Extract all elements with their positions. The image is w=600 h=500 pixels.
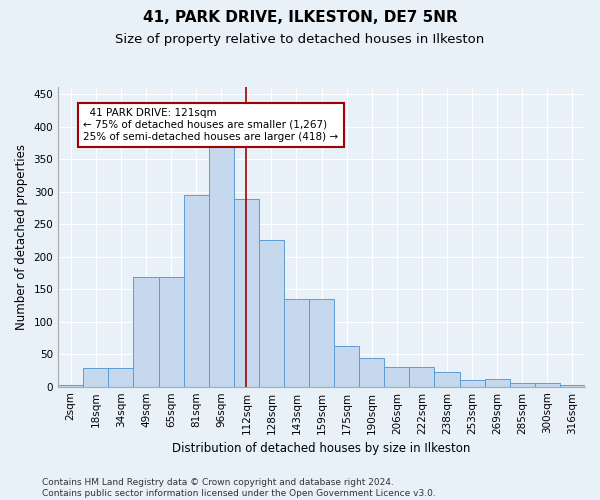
Y-axis label: Number of detached properties: Number of detached properties — [15, 144, 28, 330]
Bar — [309, 299, 334, 386]
Bar — [385, 366, 409, 386]
Bar — [409, 366, 434, 386]
Bar — [284, 299, 309, 386]
Bar — [109, 368, 133, 386]
Bar — [133, 278, 158, 386]
Bar — [158, 278, 184, 386]
Bar — [460, 380, 485, 386]
Bar — [535, 384, 560, 386]
Bar — [259, 240, 284, 386]
Bar — [510, 384, 535, 386]
Text: 41, PARK DRIVE, ILKESTON, DE7 5NR: 41, PARK DRIVE, ILKESTON, DE7 5NR — [143, 10, 457, 25]
Bar — [184, 195, 209, 386]
Bar — [209, 146, 234, 386]
Bar — [434, 372, 460, 386]
Text: Contains HM Land Registry data © Crown copyright and database right 2024.
Contai: Contains HM Land Registry data © Crown c… — [42, 478, 436, 498]
Text: Size of property relative to detached houses in Ilkeston: Size of property relative to detached ho… — [115, 32, 485, 46]
Bar — [359, 358, 385, 386]
X-axis label: Distribution of detached houses by size in Ilkeston: Distribution of detached houses by size … — [172, 442, 471, 455]
Bar — [83, 368, 109, 386]
Text: 41 PARK DRIVE: 121sqm
← 75% of detached houses are smaller (1,267)
25% of semi-d: 41 PARK DRIVE: 121sqm ← 75% of detached … — [83, 108, 338, 142]
Bar — [234, 198, 259, 386]
Bar — [334, 346, 359, 387]
Bar — [485, 379, 510, 386]
